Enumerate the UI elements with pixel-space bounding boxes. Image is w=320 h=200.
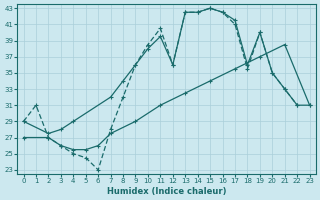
X-axis label: Humidex (Indice chaleur): Humidex (Indice chaleur) xyxy=(107,187,226,196)
